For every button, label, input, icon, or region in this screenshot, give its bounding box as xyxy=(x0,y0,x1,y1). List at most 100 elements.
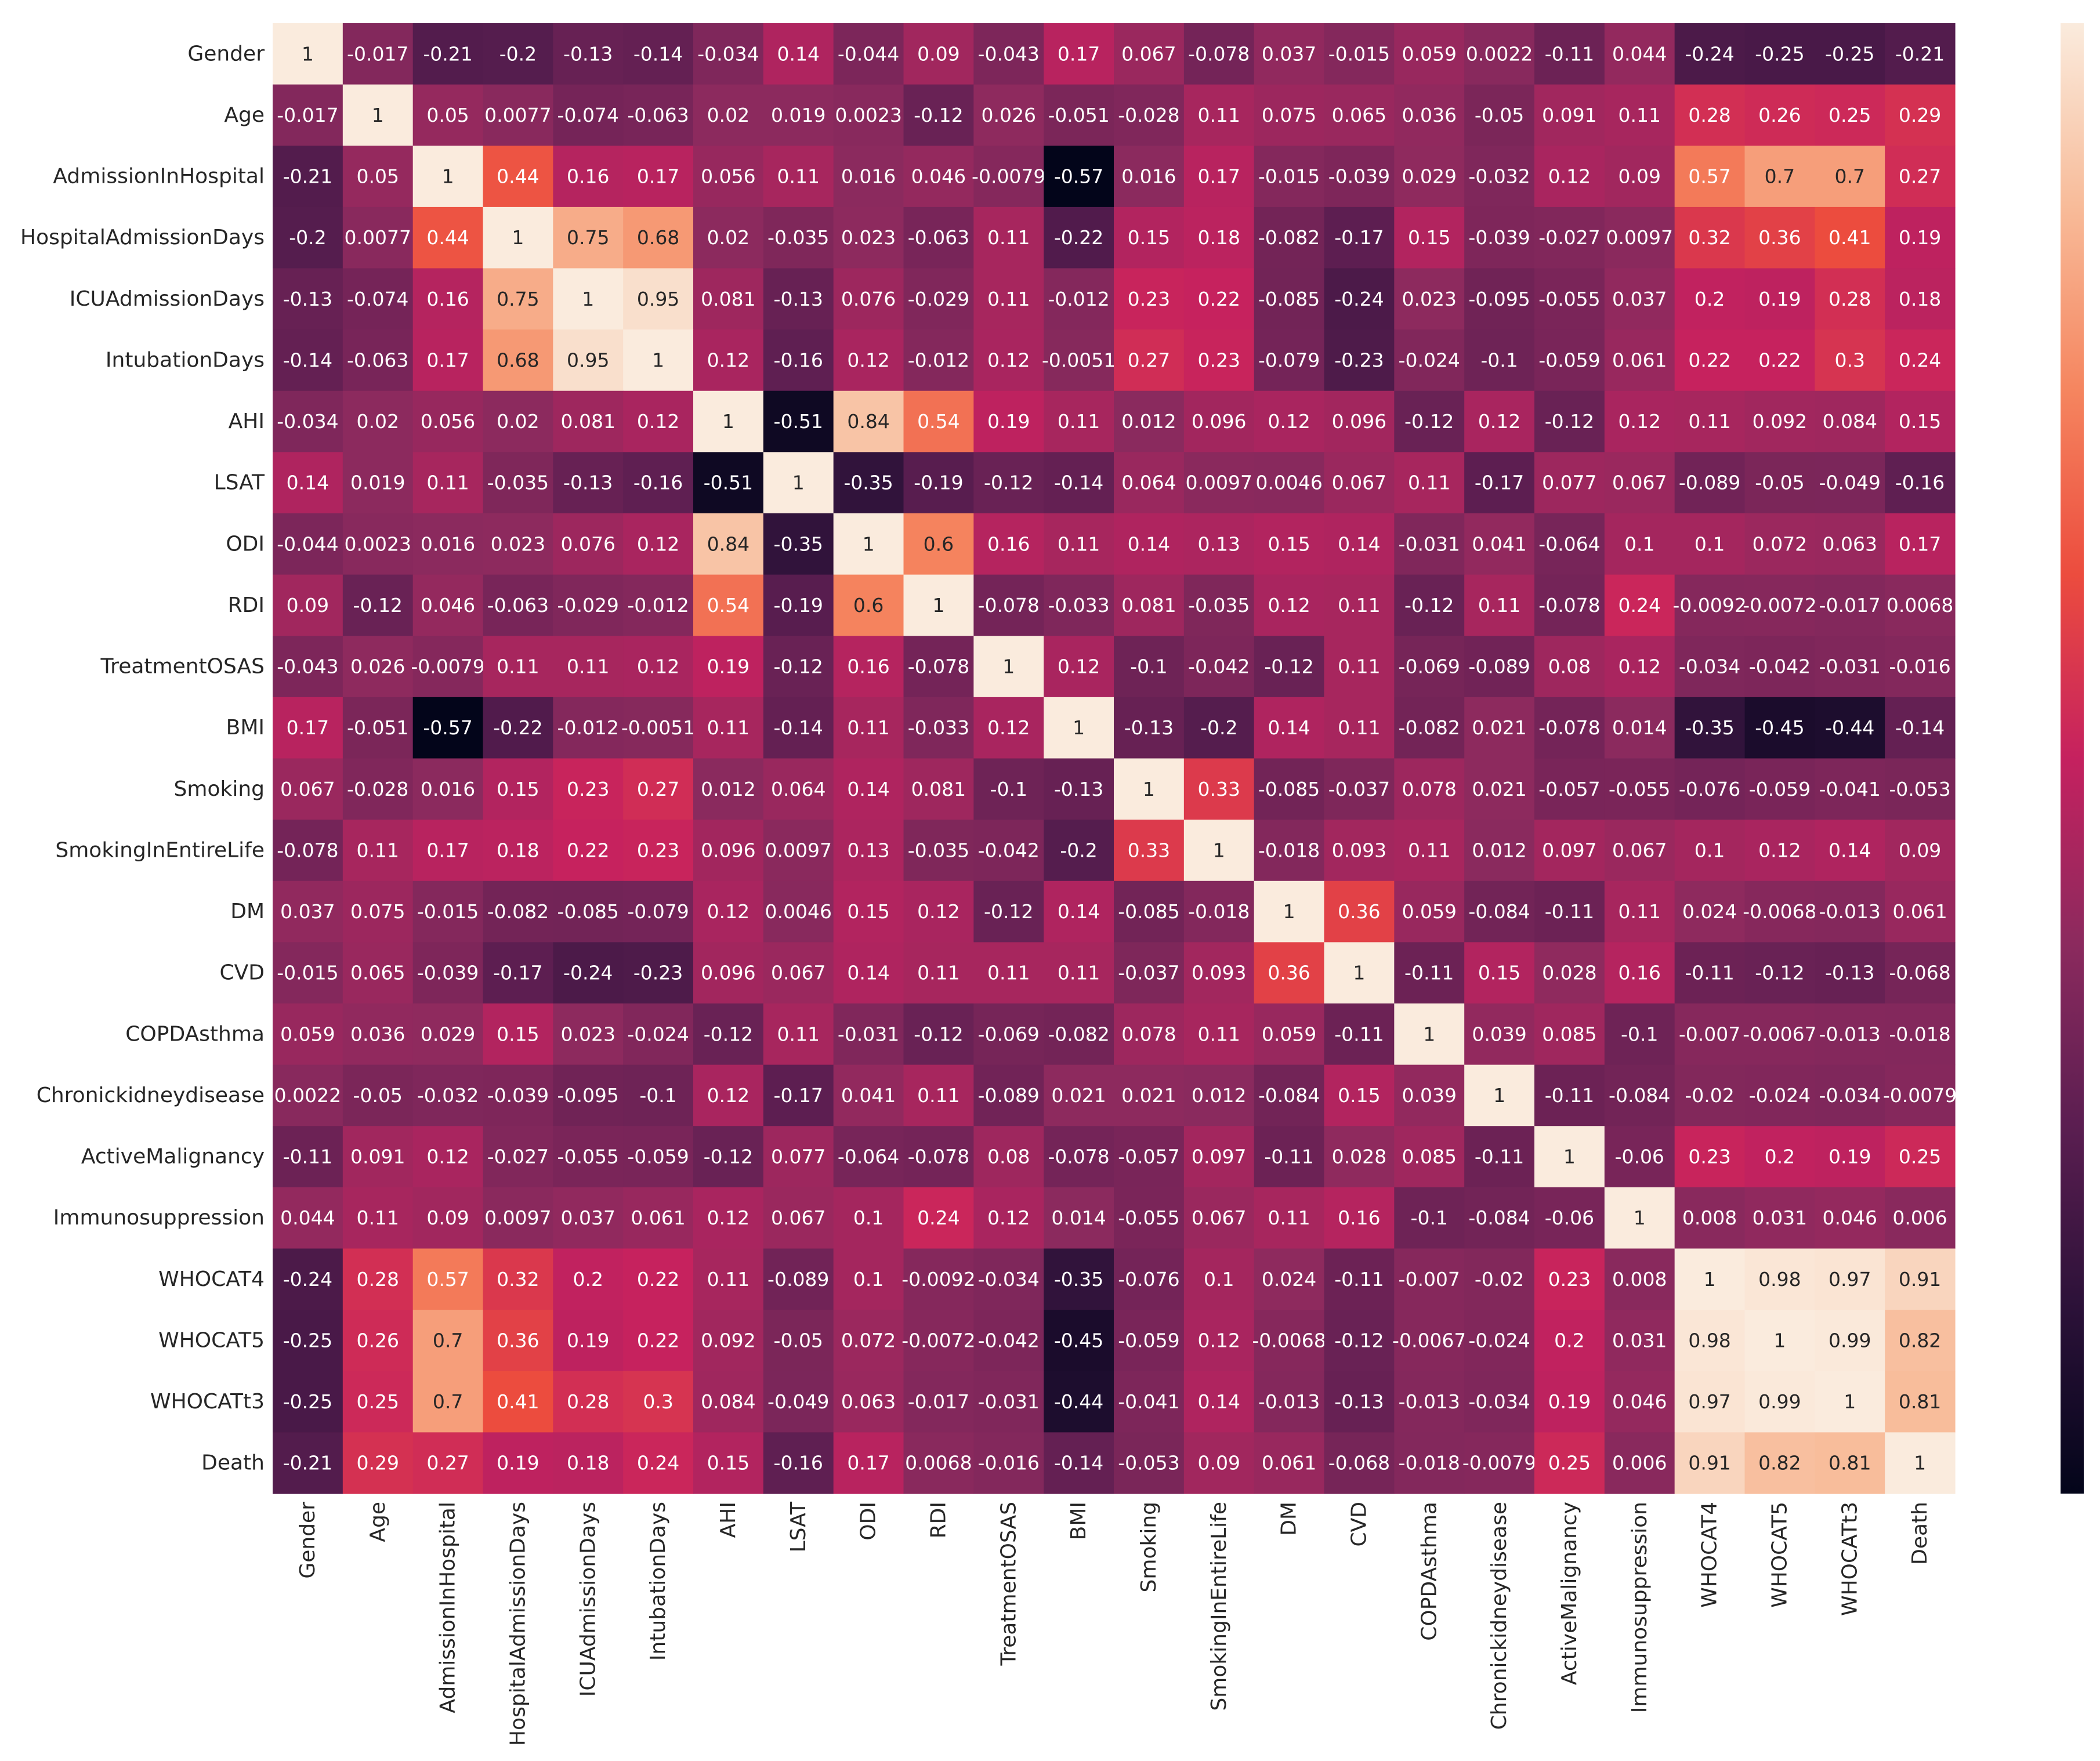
cell-value-label: 0.14 xyxy=(1268,716,1310,739)
cell-value-label: 0.2 xyxy=(1554,1329,1584,1351)
cell-value-label: -0.02 xyxy=(1475,1268,1524,1291)
heatmap-cell xyxy=(973,206,1044,269)
heatmap-cell xyxy=(693,880,764,943)
cell-value-label: -0.57 xyxy=(423,716,472,739)
heatmap-cell xyxy=(1464,880,1535,943)
heatmap-cell xyxy=(412,574,484,636)
y-tick-label: ActiveMalignancy xyxy=(81,1145,265,1169)
cell-value-label: 0.11 xyxy=(987,288,1030,310)
heatmap-cell xyxy=(1815,1248,1885,1310)
heatmap-cell xyxy=(1744,820,1815,882)
cell-value-label: 0.016 xyxy=(421,778,475,800)
cell-value-label: 1 xyxy=(442,165,454,188)
heatmap-cell xyxy=(1534,820,1605,882)
heatmap-cell xyxy=(1324,390,1395,452)
heatmap-cell xyxy=(1674,329,1746,392)
cell-value-label: -0.078 xyxy=(1538,716,1600,739)
heatmap-cell xyxy=(1114,1003,1185,1066)
heatmap-cell xyxy=(1394,513,1465,575)
cell-value-label: -0.05 xyxy=(1755,472,1804,494)
heatmap-cell xyxy=(1324,1003,1395,1066)
cell-value-label: -0.12 xyxy=(984,472,1033,494)
cell-value-label: 0.16 xyxy=(847,655,889,678)
cell-value-label: -0.015 xyxy=(417,900,479,923)
x-tick-label: CVD xyxy=(1347,1502,1371,1546)
cell-value-label: -0.35 xyxy=(774,532,823,555)
heatmap-cell xyxy=(1815,390,1885,452)
heatmap-cell xyxy=(623,1310,694,1372)
cell-value-label: -0.053 xyxy=(1118,1452,1179,1474)
cell-value-label: 0.11 xyxy=(917,962,960,984)
cell-value-label: 0.076 xyxy=(841,288,896,310)
cell-value-label: -0.095 xyxy=(557,1084,619,1107)
cell-value-label: 0.12 xyxy=(637,532,679,555)
heatmap-cell xyxy=(1885,268,1956,330)
heatmap-cell xyxy=(693,820,764,882)
heatmap-cell xyxy=(1324,206,1395,269)
cell-value-label: 0.26 xyxy=(1758,104,1801,126)
heatmap-cell xyxy=(833,390,904,452)
heatmap-cell xyxy=(693,452,764,514)
cell-value-label: -0.11 xyxy=(1545,42,1594,65)
heatmap-cell xyxy=(1183,513,1255,575)
heatmap-cell xyxy=(1885,206,1956,269)
heatmap-cell xyxy=(1604,268,1675,330)
heatmap-cell xyxy=(273,329,343,392)
heatmap-cell xyxy=(412,1003,484,1066)
cell-value-label: -0.1 xyxy=(1621,1023,1658,1045)
cell-value-label: -0.1 xyxy=(990,778,1027,800)
cell-value-label: -0.039 xyxy=(1328,165,1390,188)
cell-value-label: -0.031 xyxy=(1819,655,1881,678)
heatmap-cell xyxy=(553,942,624,1004)
cell-value-label: 0.092 xyxy=(1753,410,1807,433)
cell-value-label: 0.27 xyxy=(1128,349,1170,371)
cell-value-label: 0.95 xyxy=(567,349,609,371)
heatmap-cell xyxy=(1394,574,1465,636)
heatmap-cell xyxy=(273,942,343,1004)
cell-value-label: -0.024 xyxy=(627,1023,689,1045)
heatmap-cell xyxy=(1114,1371,1185,1433)
cell-value-label: -0.2 xyxy=(499,42,537,65)
cell-value-label: 0.23 xyxy=(637,839,679,861)
heatmap-cell xyxy=(1604,1432,1675,1494)
heatmap-cell xyxy=(623,574,694,636)
cell-value-label: 0.044 xyxy=(280,1206,335,1229)
heatmap-cell xyxy=(553,574,624,636)
cell-value-label: 0.24 xyxy=(637,1452,679,1474)
heatmap-cell xyxy=(833,942,904,1004)
cell-value-label: -0.059 xyxy=(627,1146,689,1168)
cell-value-label: 0.028 xyxy=(1542,962,1596,984)
cell-value-label: -0.049 xyxy=(1819,472,1881,494)
heatmap-cell xyxy=(1534,758,1605,820)
heatmap-cell xyxy=(1394,1248,1465,1310)
cell-value-label: 0.11 xyxy=(987,962,1030,984)
heatmap-cell xyxy=(1254,513,1325,575)
cell-value-label: 0.16 xyxy=(987,532,1030,555)
cell-value-label: -0.14 xyxy=(283,349,332,371)
y-tick-label: ODI xyxy=(226,532,265,556)
cell-value-label: -0.076 xyxy=(1118,1268,1179,1291)
cell-value-label: -0.1 xyxy=(1411,1206,1448,1229)
cell-value-label: 0.13 xyxy=(1198,532,1240,555)
heatmap-cell xyxy=(1744,452,1815,514)
heatmap-cell xyxy=(903,1310,974,1372)
heatmap-cell xyxy=(553,1064,624,1126)
cell-value-label: 0.95 xyxy=(637,288,679,310)
heatmap-cell xyxy=(412,513,484,575)
heatmap-cell xyxy=(1885,329,1956,392)
heatmap-cell xyxy=(553,146,624,208)
heatmap-cell xyxy=(1534,942,1605,1004)
cell-value-label: 0.036 xyxy=(1402,104,1457,126)
heatmap-cell xyxy=(1464,820,1535,882)
heatmap-cell xyxy=(1534,513,1605,575)
heatmap-cell xyxy=(1885,820,1956,882)
heatmap-cell xyxy=(623,206,694,269)
heatmap-cell xyxy=(342,1310,414,1372)
heatmap-cell xyxy=(833,1371,904,1433)
cell-value-label: 0.059 xyxy=(1402,900,1457,923)
cell-value-label: 0.7 xyxy=(433,1329,463,1351)
heatmap-cell xyxy=(1324,942,1395,1004)
heatmap-cell xyxy=(1534,23,1605,85)
heatmap-cell xyxy=(342,452,414,514)
